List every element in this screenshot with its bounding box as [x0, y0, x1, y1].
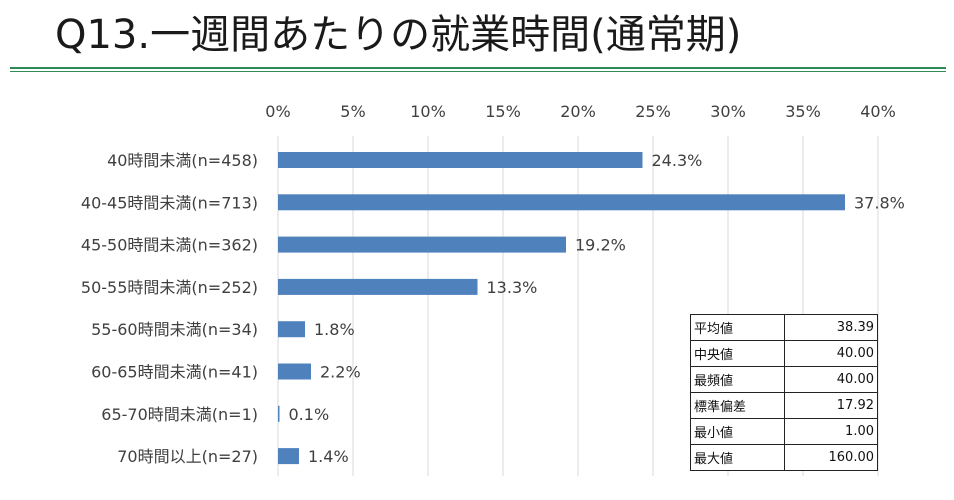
x-tick-label: 10% [410, 102, 446, 121]
x-tick-label: 30% [710, 102, 746, 121]
stats-value: 40.00 [783, 366, 878, 393]
category-label: 55-60時間未満(n=34) [91, 320, 258, 339]
data-label: 13.3% [487, 278, 538, 297]
x-tick-label: 15% [485, 102, 521, 121]
stats-row: 最小値 1.00 [690, 418, 878, 445]
bar [278, 194, 845, 211]
bar [278, 278, 478, 295]
stats-row: 平均値 38.39 [690, 314, 878, 341]
stats-label: 最頻値 [690, 366, 785, 393]
stats-label: 中央値 [690, 340, 785, 367]
bar [278, 448, 299, 465]
x-tick-label: 20% [560, 102, 596, 121]
data-label: 37.8% [854, 193, 905, 212]
page-title: Q13.一週間あたりの就業時間(通常期) [55, 12, 742, 58]
bar-series [278, 152, 845, 465]
bar [278, 152, 643, 168]
data-label: 1.4% [308, 447, 349, 466]
bar [278, 236, 566, 253]
bar [278, 363, 311, 380]
stats-value: 1.00 [783, 418, 878, 445]
bar [278, 321, 305, 338]
title-underline-thin [10, 71, 946, 72]
category-label: 50-55時間未満(n=252) [81, 278, 258, 297]
category-label: 45-50時間未満(n=362) [81, 236, 258, 255]
statistics-table: 平均値 38.39 中央値 40.00 最頻値 40.00 標準偏差 17.92 最小値 1.00… [690, 314, 878, 471]
stats-label: 最小値 [690, 418, 785, 445]
stats-row: 最大値 160.00 [690, 444, 878, 471]
stats-label: 最大値 [690, 444, 785, 471]
stats-value: 160.00 [783, 444, 878, 471]
x-axis-ticks: 0% 5% 10% 15% 20% 25% 30% 35% 40% [265, 102, 895, 121]
category-label: 40時間未満(n=458) [107, 151, 258, 170]
x-tick-label: 5% [340, 102, 365, 121]
stats-label: 標準偏差 [690, 392, 785, 419]
category-label: 65-70時間未満(n=1) [101, 405, 258, 424]
stats-row: 最頻値 40.00 [690, 366, 878, 393]
x-tick-label: 0% [265, 102, 290, 121]
data-label: 0.1% [289, 405, 330, 424]
category-label: 60-65時間未満(n=41) [91, 363, 258, 382]
x-tick-label: 40% [860, 102, 896, 121]
data-labels: 24.3% 37.8% 19.2% 13.3% 1.8% 2.2% 0.1% 1.4% [289, 151, 905, 466]
data-label: 24.3% [652, 151, 703, 170]
title-underline [10, 67, 946, 69]
category-label: 40-45時間未満(n=713) [81, 193, 258, 212]
stats-value: 40.00 [783, 340, 878, 367]
x-tick-label: 35% [785, 102, 821, 121]
category-label: 70時間以上(n=27) [117, 447, 258, 466]
stats-row: 標準偏差 17.92 [690, 392, 878, 419]
stats-value: 17.92 [783, 392, 878, 419]
data-label: 2.2% [320, 363, 361, 382]
data-label: 19.2% [575, 236, 626, 255]
data-label: 1.8% [314, 320, 355, 339]
bar [278, 405, 280, 422]
stats-row: 中央値 40.00 [690, 340, 878, 367]
x-tick-label: 25% [635, 102, 671, 121]
stats-label: 平均値 [690, 314, 785, 341]
category-axis: 40時間未満(n=458) 40-45時間未満(n=713) 45-50時間未満(n… [81, 151, 258, 466]
stats-value: 38.39 [783, 314, 878, 341]
